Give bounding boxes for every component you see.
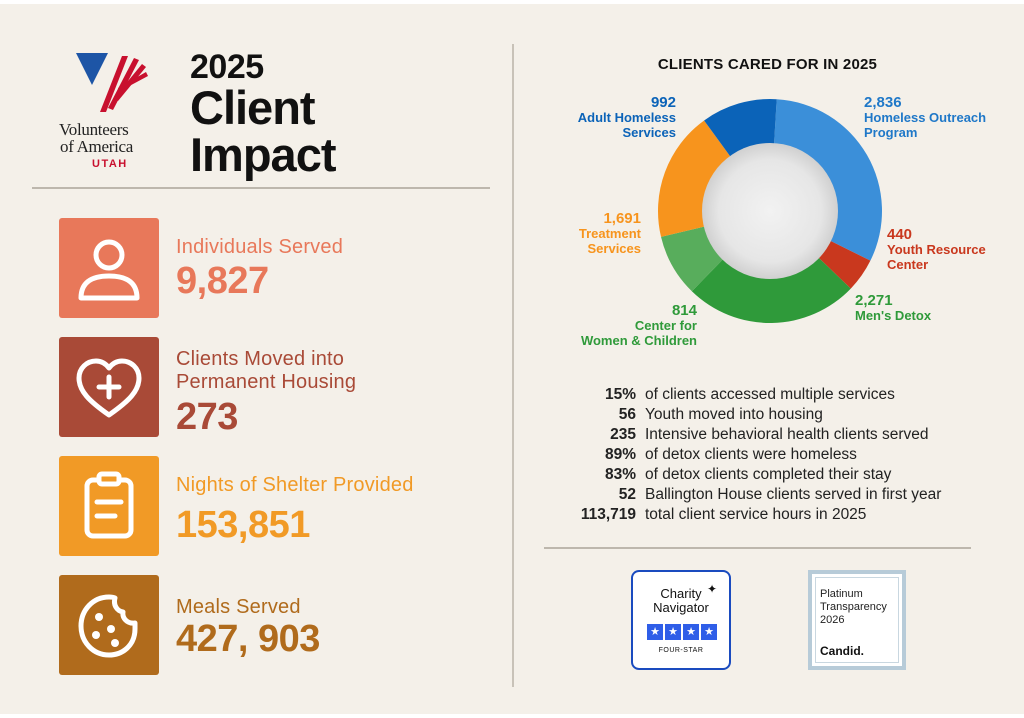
charity-navigator-badge: Charity Navigator ✦ ★ ★ ★ ★ FOUR-STAR xyxy=(631,570,731,670)
title-line1: Client xyxy=(190,81,316,134)
fact-number: 89% xyxy=(604,446,636,463)
donut-slice-outreach xyxy=(773,99,882,261)
cn-stars: ★ ★ ★ ★ xyxy=(647,624,717,640)
flag-chevron-icon xyxy=(76,53,148,112)
stat-tile-individuals xyxy=(59,218,159,318)
star-icon: ★ xyxy=(701,624,717,640)
fact-number: 83% xyxy=(604,466,636,483)
slice-value-youth: 440 xyxy=(887,226,913,243)
cn-line2: Navigator xyxy=(653,600,709,615)
slice-label-women: 814 Center for Women & Children xyxy=(560,303,697,348)
fact-number: 235 xyxy=(610,426,636,443)
candid-line1: Platinum xyxy=(820,588,863,600)
logo-wordmark-line2: of America xyxy=(60,137,133,156)
slice-label-outreach: 2,836 Homeless Outreach Program xyxy=(864,95,986,140)
donut-slice-adult xyxy=(704,99,777,158)
logo-region: UTAH xyxy=(92,158,128,170)
fact-number: 56 xyxy=(618,406,636,423)
fact-text: Youth moved into housing xyxy=(645,406,823,423)
donut-slice-youth xyxy=(817,240,871,289)
slice-label-detox: 2,271 Men's Detox xyxy=(855,293,931,323)
stat-label-individuals: Individuals Served xyxy=(176,236,344,258)
logo-wordmark-line1: Volunteers xyxy=(59,120,129,139)
candid-badge: Platinum Transparency 2026 Candid. xyxy=(808,570,906,670)
slice-name-detox-1: Men's Detox xyxy=(855,308,932,323)
fact-text: of detox clients were homeless xyxy=(645,446,857,463)
slice-label-adult: 992 Adult Homeless Services xyxy=(560,95,676,140)
sparkle-icon: ✦ xyxy=(707,582,718,596)
title-year: 2025 xyxy=(190,48,264,86)
slice-value-treatment: 1,691 xyxy=(603,210,641,227)
cn-rating: FOUR-STAR xyxy=(658,647,704,654)
stat-label-housing-line1: Clients Moved into xyxy=(176,348,345,370)
stat-value-shelter: 153,851 xyxy=(176,504,310,546)
slice-value-women: 814 xyxy=(671,302,697,319)
slice-name-adult-1: Adult Homeless xyxy=(577,110,676,125)
heart-plus-icon xyxy=(76,358,142,418)
fact-number: 113,719 xyxy=(580,506,636,523)
fact-text: Intensive behavioral health clients serv… xyxy=(645,426,929,443)
clients-donut-chart xyxy=(658,99,882,324)
star-icon: ★ xyxy=(665,624,681,640)
right-divider xyxy=(544,547,971,549)
donut-slice-treatment xyxy=(658,120,732,237)
stat-value-individuals: 9,827 xyxy=(176,260,269,302)
fact-number: 52 xyxy=(618,486,636,503)
slice-name-outreach-2: Program xyxy=(864,125,918,140)
star-icon: ★ xyxy=(647,624,663,640)
slice-label-youth: 440 Youth Resource Center xyxy=(887,227,986,272)
impact-report-card: Volunteers of America UTAH 2025 Client I… xyxy=(0,4,1024,714)
stat-value-housing: 273 xyxy=(176,396,238,438)
slice-name-adult-2: Services xyxy=(622,125,677,140)
star-icon: ★ xyxy=(683,624,699,640)
fact-number: 15% xyxy=(604,386,636,403)
chart-title: CLIENTS CARED FOR IN 2025 xyxy=(657,56,878,73)
stat-label-meals: Meals Served xyxy=(176,596,301,618)
clipboard-icon xyxy=(84,471,134,539)
candid-inner-border xyxy=(815,577,899,663)
stat-label-shelter: Nights of Shelter Provided xyxy=(176,474,414,496)
slice-name-youth-1: Youth Resource xyxy=(887,242,986,257)
candid-brand: Candid. xyxy=(820,644,864,658)
slice-name-youth-2: Center xyxy=(887,257,929,272)
stat-label-housing-line2: Permanent Housing xyxy=(176,371,357,393)
stat-tile-housing xyxy=(59,337,159,437)
fact-text: total client service hours in 2025 xyxy=(645,506,867,523)
slice-value-outreach: 2,836 xyxy=(864,94,902,111)
slice-value-adult: 992 xyxy=(650,94,676,111)
slice-name-treatment-2: Services xyxy=(587,241,642,256)
volunteers-of-america-logo: Volunteers of America UTAH xyxy=(50,50,175,175)
donut-hole xyxy=(702,143,838,279)
column-divider xyxy=(512,44,514,687)
slice-name-outreach-1: Homeless Outreach xyxy=(864,110,987,125)
fact-text: of detox clients completed their stay xyxy=(645,466,892,483)
stat-value-meals: 427, 903 xyxy=(176,618,320,660)
candid-line2: Transparency xyxy=(820,601,887,613)
person-icon xyxy=(78,239,140,301)
stat-tile-meals xyxy=(59,575,159,675)
left-divider xyxy=(32,187,490,189)
slice-value-detox: 2,271 xyxy=(855,292,893,309)
fact-text: of clients accessed multiple services xyxy=(645,386,895,403)
stat-label-housing: Clients Moved into Permanent Housing xyxy=(176,348,356,394)
donut-slice-detox xyxy=(691,256,851,324)
cn-line1: Charity xyxy=(660,586,702,601)
title-line2: Impact xyxy=(190,128,336,181)
slice-name-treatment-1: Treatment xyxy=(578,226,641,241)
fact-text: Ballington House clients served in first… xyxy=(645,486,942,503)
slice-name-women-1: Center for xyxy=(634,318,697,333)
slice-label-treatment: 1,691 Treatment Services xyxy=(560,211,641,256)
donut-slice-women xyxy=(661,226,724,292)
candid-line3: 2026 xyxy=(820,614,845,626)
stat-tile-shelter xyxy=(59,456,159,556)
slice-name-women-2: Women & Children xyxy=(580,333,697,348)
cookie-icon xyxy=(78,594,138,658)
